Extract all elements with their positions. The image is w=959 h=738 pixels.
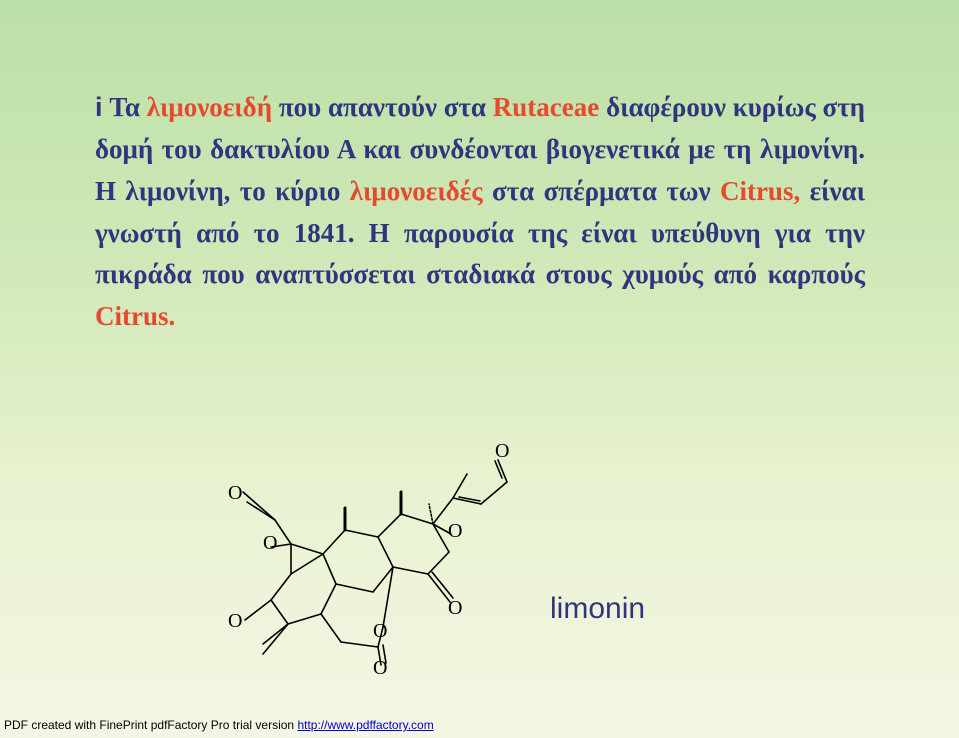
oxygen-atom-label: O	[263, 532, 277, 555]
highlight-limonoids: λιμονοειδή	[147, 92, 272, 122]
oxygen-atom-label: O	[228, 482, 242, 505]
oxygen-atom-label: O	[373, 657, 387, 680]
molecule-label: limonin	[550, 592, 645, 626]
main-paragraph: i Τα λιμονοειδή που απαντούν στα Rutacea…	[95, 87, 865, 338]
text-1: Τα	[103, 92, 147, 122]
footer-link[interactable]: http://www.pdffactory.com	[297, 718, 433, 732]
oxygen-atom-label: O	[228, 610, 242, 633]
text-2: που απαντούν στα	[272, 92, 493, 122]
footer-prefix: PDF created with FinePrint pdfFactory Pr…	[4, 718, 297, 732]
oxygen-atom-label: O	[495, 440, 509, 463]
slide-body: i Τα λιμονοειδή που απαντούν στα Rutacea…	[95, 60, 865, 365]
highlight-citrus-1: Citrus,	[720, 176, 800, 206]
bullet: i	[95, 92, 103, 122]
limonin-svg	[233, 432, 533, 682]
highlight-citrus-2: Citrus.	[95, 301, 175, 331]
oxygen-atom-label: O	[448, 520, 462, 543]
molecule-structure: OOOOOOOO	[233, 432, 533, 682]
highlight-limonoids-2: λιμονοειδές	[350, 176, 483, 206]
highlight-rutaceae: Rutaceae	[493, 92, 599, 122]
oxygen-atom-label: O	[448, 597, 462, 620]
pdf-footer: PDF created with FinePrint pdfFactory Pr…	[4, 718, 434, 732]
text-4: στα σπέρματα των	[483, 176, 720, 206]
oxygen-atom-label: O	[373, 620, 387, 643]
